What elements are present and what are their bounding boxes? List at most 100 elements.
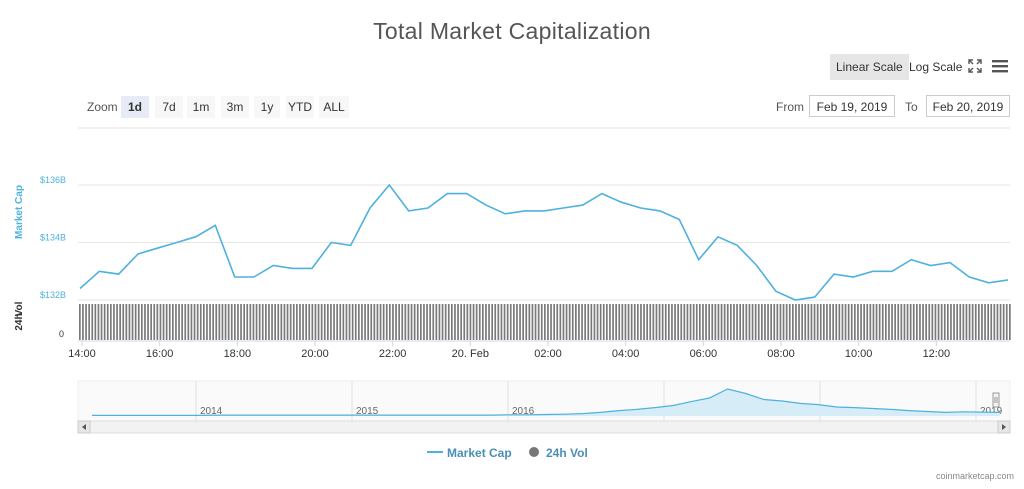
market-cap-line: [79, 183, 1009, 301]
vol-bar: [810, 304, 813, 340]
vol-bar: [482, 304, 484, 340]
vol-bar: [940, 304, 943, 340]
vol-bar: [141, 304, 143, 340]
vol-bar: [683, 304, 686, 340]
vol-bar: [351, 304, 354, 340]
vol-bar: [947, 304, 949, 340]
x-tick-label: 20. Feb: [452, 348, 489, 360]
vol-bar: [435, 304, 438, 340]
vol-bar: [106, 304, 109, 340]
legend-market-cap[interactable]: Market Cap: [447, 446, 512, 460]
vol-bar: [934, 304, 937, 340]
vol-bar: [382, 304, 385, 340]
vol-bar: [615, 304, 617, 340]
scroll-right-icon: [1002, 424, 1006, 430]
navigator-year-label: 2016: [512, 406, 535, 417]
vol-bar: [730, 304, 732, 340]
vol-bar: [847, 304, 850, 340]
vol-bar: [854, 304, 856, 340]
vol-bar: [103, 304, 106, 340]
vol-bar: [203, 304, 205, 340]
vol-bar: [996, 304, 999, 340]
vol-bar: [268, 304, 270, 340]
x-tick-label: 16:00: [146, 348, 174, 360]
vol-bar: [999, 304, 1002, 340]
legend-24h-vol[interactable]: 24h Vol: [546, 446, 588, 460]
vol-bar: [184, 304, 187, 340]
vol-bar: [361, 304, 363, 340]
vol-bar: [503, 304, 506, 340]
linear-scale-button[interactable]: Linear Scale: [830, 54, 909, 80]
vol-bar: [404, 304, 407, 340]
to-date-input[interactable]: Feb 20, 2019: [926, 95, 1010, 117]
vol-bar: [953, 304, 955, 340]
zoom-1m-button[interactable]: 1m: [187, 96, 215, 118]
vol-bar: [317, 304, 320, 340]
vol-bar: [894, 304, 896, 340]
vol-bar: [599, 304, 602, 340]
vol-bar: [903, 304, 906, 340]
vol-bar: [426, 304, 428, 340]
navigator: 2014 2015 2016 2017 2018 2019: [77, 380, 1011, 434]
vol-bar: [159, 304, 162, 340]
vol-bar: [745, 304, 748, 340]
vol-bar: [125, 304, 128, 340]
vol-bar: [175, 304, 177, 340]
vol-bar: [819, 304, 822, 340]
menu-icon[interactable]: [991, 58, 1009, 74]
vol-bar: [271, 304, 273, 340]
vol-bar: [711, 304, 714, 340]
zoom-1y-button[interactable]: 1y: [254, 96, 280, 118]
vol-bar: [500, 304, 503, 340]
vol-bar: [494, 304, 497, 340]
vol-bar: [168, 304, 171, 340]
vol-bar: [420, 304, 422, 340]
y-tick-label: $132B: [40, 290, 66, 300]
vol-bar: [491, 304, 493, 340]
vol-bar: [680, 304, 683, 340]
from-date-input[interactable]: Feb 19, 2019: [809, 95, 895, 117]
vol-bar: [460, 304, 462, 340]
vol-bar: [401, 304, 404, 340]
vol-bar: [965, 304, 968, 340]
vol-bar: [513, 304, 515, 340]
zoom-all-button[interactable]: ALL: [319, 96, 349, 118]
vol-bar: [807, 304, 810, 340]
vol-bar: [252, 304, 255, 340]
x-tick-label: 06:00: [690, 348, 718, 360]
vol-bar: [826, 304, 828, 340]
vol-bar: [925, 304, 927, 340]
vol-bar: [881, 304, 884, 340]
vol-bar: [891, 304, 893, 340]
zoom-1d-button[interactable]: 1d: [121, 96, 149, 118]
vol-bar: [423, 304, 425, 340]
zoom-7d-button[interactable]: 7d: [155, 96, 183, 118]
vol-bar: [928, 304, 931, 340]
vol-bar: [705, 304, 707, 340]
zoom-3m-button[interactable]: 3m: [221, 96, 249, 118]
vol-bar: [739, 304, 741, 340]
vol-bar: [478, 304, 481, 340]
vol-bar: [581, 304, 583, 340]
vol-bar: [342, 304, 345, 340]
navigator-year-label: 2015: [356, 406, 379, 417]
vol-bar: [261, 304, 264, 340]
vol-bar: [596, 304, 599, 340]
vol-bar: [367, 304, 369, 340]
vol-bar: [900, 304, 903, 340]
vol-bar: [770, 304, 772, 340]
vol-bar: [590, 304, 593, 340]
vol-bar: [150, 304, 152, 340]
vol-bar: [246, 304, 249, 340]
x-tick-label: 20:00: [301, 348, 329, 360]
vol-bar: [100, 304, 103, 340]
vol-bar: [556, 304, 559, 340]
vol-bar: [472, 304, 475, 340]
vol-bar: [931, 304, 934, 340]
fullscreen-icon[interactable]: [967, 58, 983, 74]
zoom-ytd-button[interactable]: YTD: [286, 96, 314, 118]
log-scale-button[interactable]: Log Scale: [909, 60, 963, 74]
vol-bar: [1005, 304, 1008, 340]
vol-bar: [240, 304, 242, 340]
vol-bar: [655, 304, 658, 340]
